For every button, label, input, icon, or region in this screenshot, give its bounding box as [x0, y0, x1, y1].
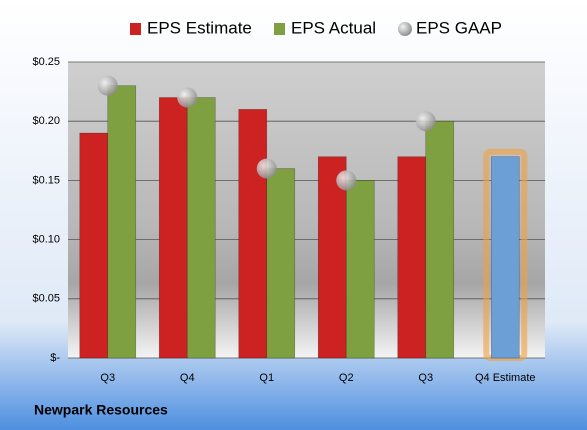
gaap-marker	[97, 75, 118, 96]
y-tick-label: $0.20	[32, 115, 60, 127]
bar	[345, 180, 375, 359]
y-tick-label: $0.10	[32, 234, 60, 246]
bar	[490, 156, 520, 359]
bar	[107, 85, 137, 359]
bar	[186, 97, 216, 359]
bar	[425, 120, 455, 359]
y-tick-label: $-	[50, 352, 60, 364]
y-tick-label: $0.15	[32, 174, 60, 186]
bar	[238, 109, 268, 359]
gaap-marker	[336, 170, 357, 191]
legend-marker	[274, 23, 285, 35]
bar	[158, 97, 188, 359]
bar	[266, 168, 296, 359]
y-tick-label: $0.25	[32, 56, 60, 68]
legend-label: EPS Estimate	[147, 18, 252, 37]
legend-marker	[398, 22, 412, 36]
x-tick-label: Q2	[339, 372, 354, 384]
legend-label: EPS Actual	[291, 18, 376, 37]
y-tick-label: $0.05	[32, 293, 60, 305]
gaap-marker	[415, 111, 436, 132]
x-tick-label: Q4 Estimate	[475, 372, 536, 384]
x-tick-label: Q4	[180, 372, 195, 384]
x-tick-label: Q3	[100, 372, 115, 384]
legend-marker	[130, 23, 141, 35]
gaap-marker	[177, 87, 198, 108]
legend-label: EPS GAAP	[416, 18, 502, 37]
plot-area	[68, 62, 545, 358]
bar	[397, 156, 427, 359]
x-tick-label: Q1	[259, 372, 274, 384]
bar	[79, 132, 109, 359]
x-tick-label: Q3	[418, 372, 433, 384]
footer: Newpark Resources	[34, 402, 168, 418]
gaap-marker	[256, 158, 277, 179]
